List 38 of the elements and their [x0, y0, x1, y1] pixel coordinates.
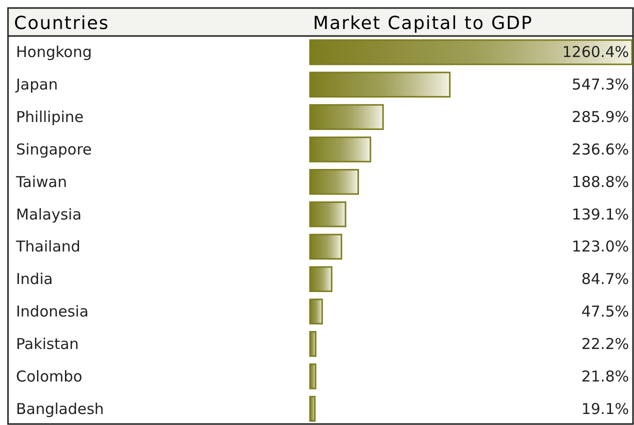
y-tick-label: Taiwan	[15, 172, 68, 191]
data-label: 19.1%	[581, 400, 629, 418]
y-tick-label: Colombo	[16, 367, 82, 386]
bar	[309, 39, 633, 66]
bar	[309, 234, 342, 260]
data-label: 1260.4%	[562, 43, 629, 62]
data-label: 47.5%	[581, 302, 629, 321]
bar	[309, 363, 316, 390]
y-tick-label: Bangladesh	[16, 400, 104, 418]
data-label: 22.2%	[581, 334, 629, 353]
y-tick-label: Malaysia	[16, 205, 82, 224]
data-label: 21.8%	[581, 367, 629, 386]
y-tick-label: Japan	[15, 76, 58, 94]
data-label: 123.0%	[572, 238, 629, 256]
bar	[309, 266, 332, 292]
y-tick-label: Singapore	[16, 140, 92, 158]
y-tick-label: Indonesia	[16, 302, 89, 321]
y-tick-label: Pakistan	[16, 334, 79, 353]
bar	[309, 136, 372, 162]
y-tick-label: India	[16, 270, 53, 288]
bar	[309, 396, 316, 422]
chart-title: Market Capital to GDP	[313, 13, 533, 34]
bar	[309, 201, 346, 228]
data-label: 285.9%	[572, 108, 629, 126]
data-label: 236.6%	[572, 140, 629, 158]
data-label: 139.1%	[572, 205, 629, 224]
bar	[309, 168, 359, 195]
y-axis-title: Countries	[14, 13, 110, 34]
bar	[309, 298, 323, 324]
bar	[309, 104, 384, 130]
y-tick-label: Thailand	[15, 238, 80, 256]
data-label: 547.3%	[572, 76, 629, 94]
y-tick-label: Hongkong	[16, 43, 92, 62]
y-tick-label: Phillipine	[16, 108, 84, 126]
bar	[309, 331, 316, 357]
data-label: 188.8%	[572, 172, 629, 191]
bar	[309, 72, 451, 98]
data-label: 84.7%	[581, 270, 629, 288]
